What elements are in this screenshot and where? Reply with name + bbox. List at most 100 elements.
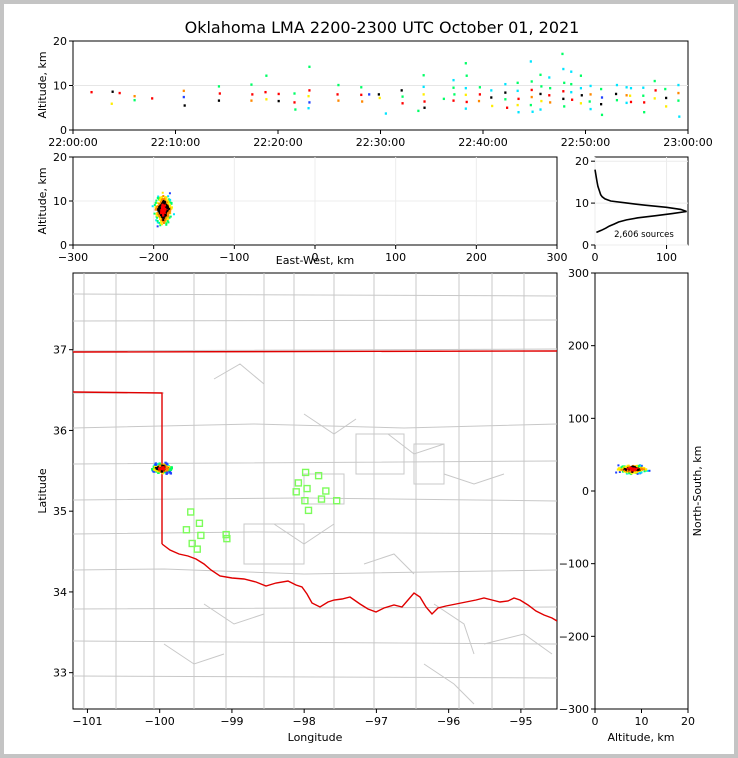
ew-source: [164, 207, 167, 210]
plan-source: [165, 462, 169, 466]
ew-source: [156, 213, 159, 216]
ew-source: [159, 197, 162, 200]
ns-source: [643, 470, 646, 473]
lma-station-marker: [193, 545, 201, 553]
altitude-tick-label: 20: [53, 35, 67, 48]
ns-source: [632, 469, 635, 472]
figure-title: Oklahoma LMA 2200-2300 UTC October 01, 2…: [185, 18, 580, 37]
hist-alt-tick-label: 0: [582, 239, 589, 252]
time-altitude-point: [504, 82, 507, 86]
time-altitude-point: [308, 101, 311, 104]
plan-source: [153, 468, 156, 471]
ew-source: [172, 213, 175, 216]
ns-source: [638, 472, 641, 475]
time-altitude-point: [182, 95, 185, 99]
ns-source: [648, 469, 651, 472]
lma-station-marker: [182, 526, 191, 534]
time-altitude-point: [579, 74, 583, 77]
latitude-tick-label: 34: [53, 586, 67, 599]
time-altitude-point: [571, 98, 574, 101]
ew-source: [155, 208, 158, 211]
ew-source: [154, 205, 157, 208]
ew-source: [164, 199, 167, 202]
time-altitude-point: [217, 99, 221, 102]
ew-source: [169, 215, 172, 218]
plan-source: [162, 467, 165, 471]
ew-source: [168, 208, 171, 211]
time-altitude-point: [539, 108, 542, 111]
time-altitude-sources: [73, 52, 688, 118]
time-altitude-point: [110, 102, 113, 105]
ew-source: [162, 201, 165, 204]
time-altitude-point: [452, 86, 455, 89]
time-altitude-point: [377, 93, 380, 96]
plan-source: [160, 470, 164, 473]
ns-source: [628, 469, 631, 472]
time-altitude-point: [600, 113, 604, 117]
time-altitude-point: [562, 90, 565, 93]
ew-source: [167, 221, 170, 224]
time-altitude-point: [665, 105, 668, 108]
time-altitude-point: [264, 90, 267, 94]
time-altitude-point: [265, 98, 268, 101]
plan-source: [158, 469, 161, 473]
ew-source: [157, 209, 160, 212]
longitude-tick-label: −100: [145, 715, 175, 728]
time-altitude-point: [615, 83, 619, 87]
time-altitude-point: [653, 97, 656, 100]
ew-source: [160, 212, 163, 215]
time-altitude-point: [629, 100, 633, 104]
time-altitude-point: [625, 94, 628, 97]
ns-source: [617, 464, 620, 467]
ns-source: [626, 470, 629, 473]
ew-source: [168, 211, 171, 214]
time-altitude-point: [464, 107, 467, 110]
lma-figure: Oklahoma LMA 2200-2300 UTC October 01, 2…: [36, 18, 713, 744]
ew-source: [162, 194, 165, 197]
time-altitude-point: [570, 82, 573, 86]
longitude-label: Longitude: [288, 731, 343, 744]
time-altitude-point: [422, 93, 425, 96]
time-altitude-point: [562, 97, 565, 101]
ew-source: [161, 209, 164, 212]
ns-tick-label: −300: [559, 703, 589, 716]
time-altitude-point: [251, 93, 254, 96]
ew-tick-label: 100: [385, 251, 406, 264]
lma-station-marker: [294, 479, 303, 487]
ns-source: [621, 466, 624, 469]
ew-source: [159, 196, 162, 199]
ns-source: [629, 468, 632, 471]
ew-source: [155, 212, 158, 215]
ew-source: [161, 215, 164, 218]
ns-source: [623, 467, 626, 470]
plan-source: [169, 468, 173, 472]
ew-source: [158, 213, 161, 216]
time-altitude-point: [490, 89, 493, 92]
time-altitude-point: [400, 89, 403, 92]
time-altitude-point: [600, 87, 603, 91]
ns-source: [643, 468, 646, 471]
lma-station-marker: [322, 487, 330, 495]
ew-source: [159, 224, 162, 227]
time-altitude-point: [665, 96, 668, 100]
ns-source: [640, 471, 643, 474]
lma-station-marker: [304, 506, 313, 515]
time-altitude-point: [579, 86, 583, 90]
time-altitude-point: [422, 74, 425, 77]
ew-source: [161, 203, 164, 206]
time-altitude-point: [378, 96, 381, 100]
ew-source: [158, 207, 161, 210]
time-altitude-point: [293, 101, 296, 104]
ns-source: [617, 468, 620, 471]
ew-source: [163, 200, 166, 203]
time-altitude-point: [539, 92, 542, 96]
time-altitude-point: [530, 80, 533, 83]
time-altitude-point: [504, 91, 507, 94]
time-altitude-point: [589, 107, 592, 111]
ns-source: [633, 471, 636, 474]
time-altitude-point: [250, 83, 253, 86]
figure-canvas: Oklahoma LMA 2200-2300 UTC October 01, 2…: [4, 4, 734, 754]
ns-source: [619, 469, 622, 472]
ew-source: [164, 208, 167, 211]
plan-source: [159, 467, 162, 471]
